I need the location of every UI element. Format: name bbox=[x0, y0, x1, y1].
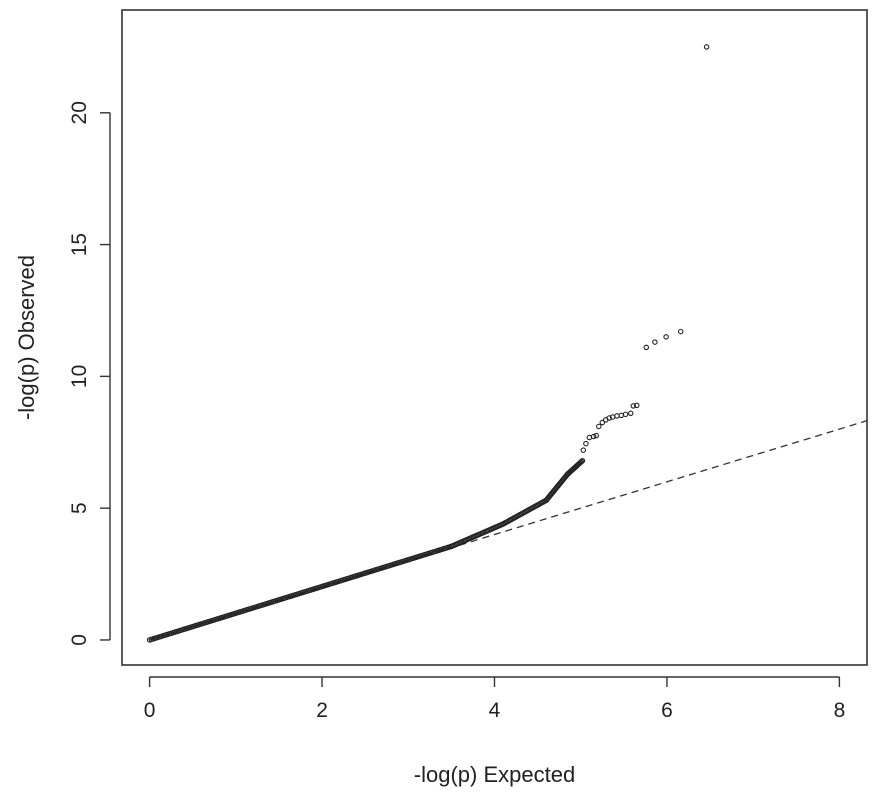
x-axis-title: -log(p) Expected bbox=[414, 762, 575, 787]
data-point bbox=[596, 423, 602, 430]
axes-layer: 0 2 4 6 8 0 5 10 15 20 bbox=[68, 9, 868, 722]
data-point bbox=[590, 433, 597, 440]
data-point bbox=[622, 411, 629, 418]
x-tick-label: 2 bbox=[316, 699, 328, 722]
y-tick-label: 10 bbox=[68, 365, 91, 388]
x-tick-label: 0 bbox=[144, 699, 156, 722]
data-point bbox=[599, 419, 606, 426]
data-point bbox=[643, 344, 650, 351]
data-point bbox=[579, 457, 586, 464]
data-point bbox=[586, 434, 593, 441]
points-layer bbox=[146, 44, 710, 643]
y-tick-label: 0 bbox=[68, 634, 91, 646]
data-point bbox=[580, 447, 587, 453]
data-point bbox=[703, 44, 710, 50]
data-point bbox=[614, 413, 620, 419]
data-point bbox=[578, 458, 585, 465]
y-tick-label: 5 bbox=[68, 502, 91, 514]
data-point bbox=[652, 339, 658, 345]
y-axis-title: -log(p) Observed bbox=[14, 255, 39, 420]
x-tick-label: 8 bbox=[834, 699, 846, 722]
data-point bbox=[583, 440, 589, 447]
y-tick-label: 15 bbox=[68, 233, 91, 256]
data-point bbox=[634, 402, 640, 409]
plot-frame bbox=[121, 9, 868, 666]
data-point bbox=[618, 412, 624, 419]
y-tick-label: 20 bbox=[68, 101, 91, 124]
data-point bbox=[606, 415, 612, 421]
data-point bbox=[593, 432, 599, 439]
data-point bbox=[677, 328, 684, 335]
x-tick-label: 6 bbox=[661, 699, 673, 722]
data-point bbox=[630, 403, 637, 409]
data-point bbox=[663, 334, 669, 340]
data-point bbox=[627, 410, 634, 417]
x-tick-label: 4 bbox=[489, 699, 501, 722]
